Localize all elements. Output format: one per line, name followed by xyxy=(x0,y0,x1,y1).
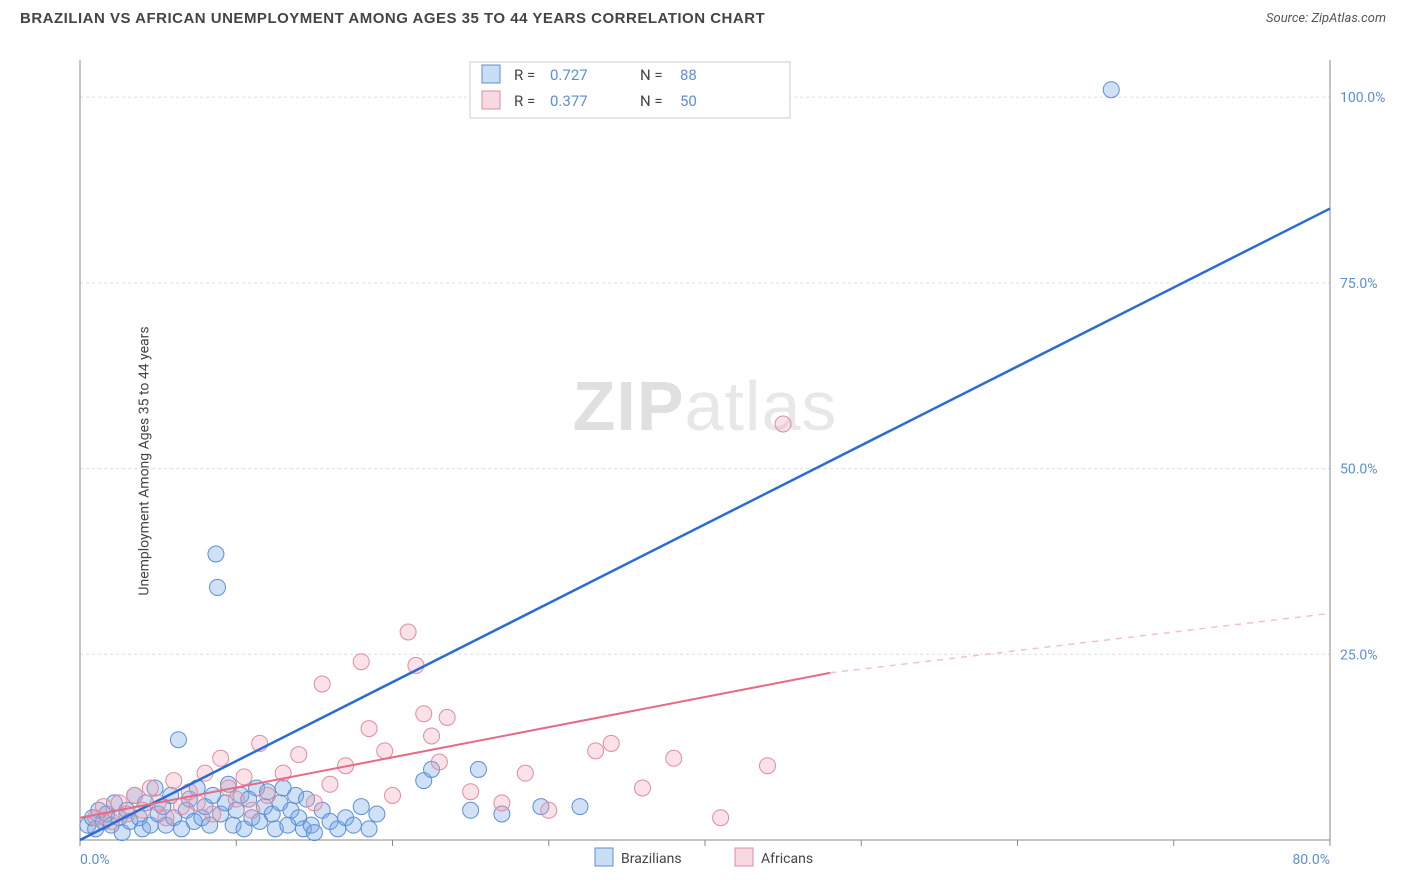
data-point xyxy=(205,806,221,822)
data-point xyxy=(353,654,369,670)
data-point xyxy=(713,810,729,826)
data-point xyxy=(517,765,533,781)
legend-n-label: N = xyxy=(640,66,663,84)
data-point xyxy=(260,787,276,803)
legend-r-label: R = xyxy=(514,66,535,84)
y-axis-label: Unemployment Among Ages 35 to 44 years xyxy=(137,326,153,595)
data-point xyxy=(142,780,158,796)
trend-line xyxy=(80,209,1330,840)
data-point xyxy=(314,676,330,692)
legend-n-label: N = xyxy=(640,92,663,110)
data-point xyxy=(166,773,182,789)
data-point xyxy=(424,728,440,744)
data-point xyxy=(572,799,588,815)
data-point xyxy=(228,791,244,807)
y-tick-label: 50.0% xyxy=(1340,462,1378,478)
data-point xyxy=(306,825,322,841)
data-point xyxy=(174,799,190,815)
y-tick-label: 100.0% xyxy=(1340,90,1385,106)
source-attribution: Source: ZipAtlas.com xyxy=(1266,11,1386,26)
data-point xyxy=(345,817,361,833)
data-point xyxy=(208,546,224,562)
legend-swatch xyxy=(735,848,753,866)
legend-n-value: 88 xyxy=(680,66,697,84)
data-point xyxy=(1103,82,1119,98)
data-point xyxy=(210,579,226,595)
data-point xyxy=(588,743,604,759)
data-point xyxy=(353,799,369,815)
data-point xyxy=(306,795,322,811)
data-point xyxy=(158,810,174,826)
watermark: ZIPatlas xyxy=(573,367,838,445)
data-point xyxy=(775,416,791,432)
data-point xyxy=(322,776,338,792)
trend-line xyxy=(80,673,830,818)
data-point xyxy=(127,787,143,803)
data-point xyxy=(760,758,776,774)
data-point xyxy=(603,735,619,751)
y-tick-label: 25.0% xyxy=(1340,647,1378,663)
data-point xyxy=(244,802,260,818)
data-point xyxy=(494,795,510,811)
chart-title: BRAZILIAN VS AFRICAN UNEMPLOYMENT AMONG … xyxy=(20,10,765,27)
data-point xyxy=(361,721,377,737)
data-point xyxy=(470,761,486,777)
data-point xyxy=(463,784,479,800)
data-point xyxy=(361,821,377,837)
data-point xyxy=(213,750,229,766)
legend-n-value: 50 xyxy=(680,92,697,110)
data-point xyxy=(170,732,186,748)
data-point xyxy=(400,624,416,640)
scatter-chart: 25.0% 50.0% 75.0% 100.0% ZIPatlas 0.0% 80.0% R … xyxy=(20,50,1386,872)
legend-swatch xyxy=(482,65,500,83)
legend-series-label: Africans xyxy=(761,851,813,867)
data-point xyxy=(416,706,432,722)
data-point xyxy=(369,806,385,822)
x-tick-label: 80.0% xyxy=(1292,852,1330,868)
data-point xyxy=(431,754,447,770)
data-point xyxy=(666,750,682,766)
legend-r-value: 0.727 xyxy=(550,66,588,84)
x-tick-label: 0.0% xyxy=(80,852,110,868)
legend-swatch xyxy=(482,91,500,109)
data-point xyxy=(236,769,252,785)
data-point xyxy=(463,802,479,818)
data-point xyxy=(291,747,307,763)
data-point xyxy=(635,780,651,796)
trend-line-extension xyxy=(830,613,1330,672)
y-tick-label: 75.0% xyxy=(1340,276,1378,292)
data-point xyxy=(189,795,205,811)
data-point xyxy=(541,802,557,818)
legend-r-label: R = xyxy=(514,92,535,110)
legend-r-value: 0.377 xyxy=(550,92,588,110)
legend-series-label: Brazilians xyxy=(621,851,682,867)
legend-swatch xyxy=(595,848,613,866)
data-point xyxy=(385,787,401,803)
chart-container: Unemployment Among Ages 35 to 44 years 2… xyxy=(20,50,1386,872)
data-point xyxy=(377,743,393,759)
data-point xyxy=(439,709,455,725)
